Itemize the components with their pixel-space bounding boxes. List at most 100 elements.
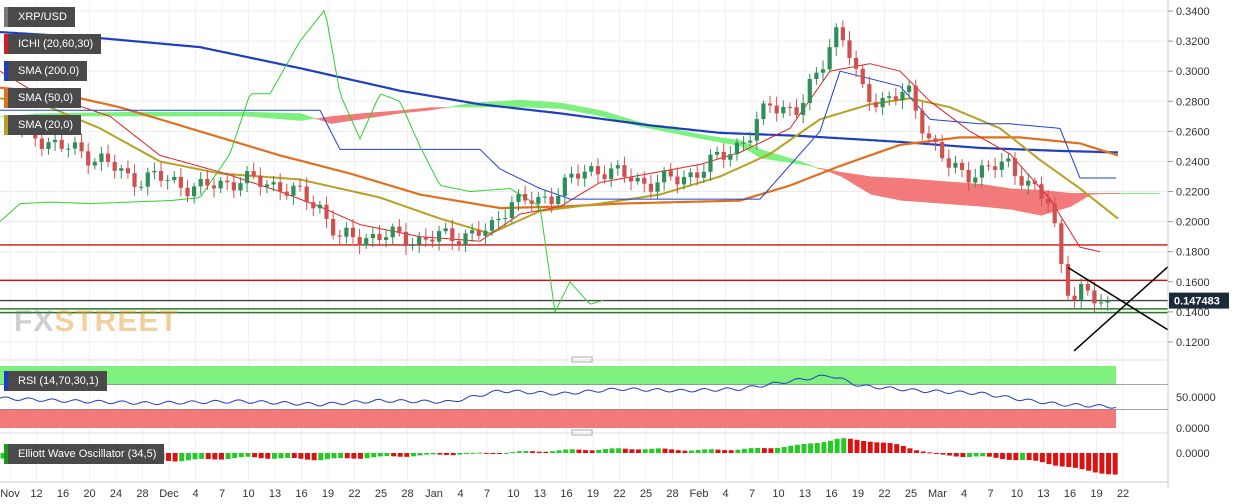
cloud-slice (1020, 189, 1023, 212)
candle-body (509, 202, 514, 219)
cloud-slice (884, 177, 887, 198)
cloud-slice (918, 179, 921, 202)
cloud-slice (108, 112, 111, 117)
candle-body (953, 162, 958, 168)
cloud-slice (1062, 192, 1065, 209)
indicator-lines (0, 9, 1119, 314)
cloud-slice (508, 100, 511, 108)
candle-body (158, 170, 164, 181)
cloud-slice (94, 112, 97, 117)
candle-body (542, 196, 548, 198)
cloud-slice (358, 113, 361, 120)
ewo-pane: 0.0000 (0, 438, 1210, 475)
ewo-bar (543, 451, 549, 453)
ewo-bar (655, 448, 661, 453)
cloud-slice (462, 104, 465, 108)
cloud-slice (822, 168, 825, 170)
cloud-slice (412, 109, 415, 113)
candle-body (1032, 180, 1037, 185)
cloud-slice (914, 179, 917, 202)
ewo-bar (808, 443, 814, 453)
cloud-slice (304, 114, 307, 121)
cloud-slice (366, 112, 369, 119)
cloud-slice (514, 100, 517, 108)
cloud-slice (724, 137, 727, 144)
candle-body (999, 161, 1004, 170)
cloud-slice (346, 114, 349, 122)
cloud-slice (1060, 192, 1063, 210)
cloud-slice (214, 111, 217, 117)
ewo-bar (702, 449, 708, 453)
ewo-bar (1033, 453, 1039, 461)
candle-body (973, 177, 978, 183)
cloud-slice (76, 112, 79, 117)
candle-body (655, 182, 660, 192)
legend-rsi: RSI (14,70,30,1) (4, 371, 107, 391)
cloud-slice (928, 180, 931, 203)
ewo-bar (636, 449, 642, 453)
cloud-slice (982, 184, 985, 207)
cloud-slice (1092, 193, 1095, 195)
cloud-slice (338, 115, 341, 123)
price-tick-label: 0.2200 (1176, 187, 1210, 199)
cloud-slice (688, 131, 691, 137)
candle-body (523, 194, 528, 201)
ewo-bar (185, 453, 191, 461)
candle-body (53, 139, 58, 143)
cloud-slice (932, 180, 935, 203)
cloud-slice (978, 183, 981, 207)
ewo-bar (867, 441, 873, 453)
cloud-slice (752, 145, 755, 154)
ewo-bar (530, 451, 536, 453)
cloud-slice (702, 134, 705, 140)
cloud-slice (74, 112, 77, 117)
candle-body (225, 180, 230, 183)
ewo-bar (377, 453, 383, 457)
candle-body (893, 96, 898, 101)
cloud-slice (1076, 193, 1079, 203)
cloud-slice (758, 148, 761, 158)
candle-body (575, 173, 581, 179)
candle-body (291, 185, 296, 196)
cloud-slice (930, 180, 933, 203)
cloud-slice (1136, 193, 1139, 195)
cloud-slice (292, 113, 295, 121)
cloud-slice (1138, 193, 1141, 195)
cloud-slice (950, 181, 953, 205)
ewo-bar (364, 453, 370, 459)
cloud-slice (600, 110, 603, 117)
date-axis: Nov 12 16 20 24 28 Dec 4 7 10 13 16 19 22 25 28 Jan 4 7 10 1… (0, 481, 1168, 500)
candle-body (1039, 184, 1044, 199)
ewo-bar (1019, 453, 1025, 460)
cloud-slice (778, 154, 781, 162)
candle-body (781, 106, 786, 114)
cloud-slice (96, 112, 99, 117)
cloud-slice (1122, 193, 1125, 195)
cloud-slice (444, 107, 447, 109)
date-tick-label: 25 (640, 488, 652, 500)
date-tick-label: 7 (987, 488, 993, 500)
pane-dividers[interactable] (0, 356, 1168, 436)
cloud-slice (164, 111, 167, 117)
candle-body (397, 226, 402, 232)
price-tick-label: 0.2600 (1176, 126, 1210, 138)
cloud-slice (990, 185, 993, 208)
cloud-slice (574, 105, 577, 112)
cloud-slice (738, 140, 741, 147)
cloud-slice (80, 112, 83, 117)
cloud-slice (252, 112, 255, 117)
cloud-slice (926, 179, 929, 203)
legend-ichimoku: ICHI (20,60,30) (4, 34, 102, 54)
cloud-slice (916, 179, 919, 202)
cloud-slice (526, 100, 529, 108)
ewo-bar (920, 451, 926, 453)
cloud-slice (200, 111, 203, 117)
candle-body (549, 196, 554, 204)
cloud-slice (172, 111, 175, 117)
cloud-slice (310, 116, 313, 120)
cloud-slice (1100, 193, 1103, 195)
cloud-slice (124, 112, 127, 117)
cloud-slice (1114, 193, 1117, 195)
chikou-line (0, 9, 604, 314)
cloud-slice (518, 99, 521, 108)
